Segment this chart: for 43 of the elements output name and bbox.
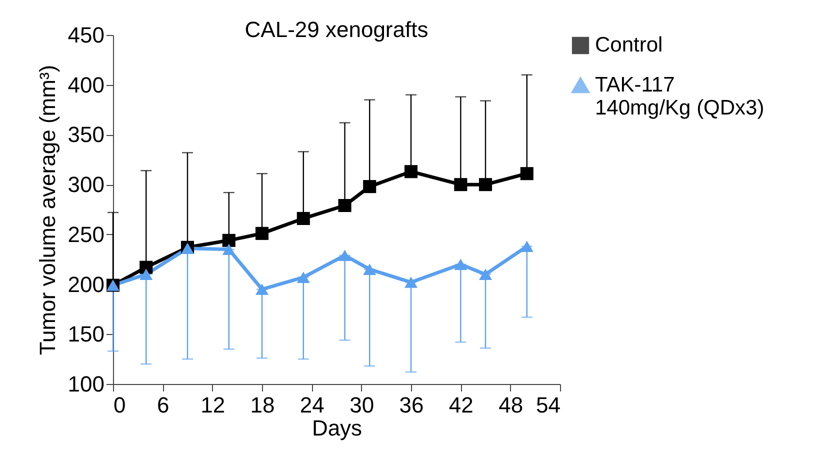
point: [478, 178, 492, 192]
point: [140, 268, 153, 280]
point: [363, 264, 376, 275]
y-axis-title: Tumor volume average (mm³): [34, 64, 60, 356]
point: [478, 268, 492, 280]
x-tick-label: 54: [536, 392, 560, 418]
point: [454, 178, 468, 192]
point: [222, 244, 236, 256]
chart-title: CAL-29 xenografts: [244, 17, 428, 42]
x-tick-label: 0: [114, 392, 126, 418]
point: [255, 226, 269, 240]
y-tick-label: 450: [68, 22, 104, 48]
y-tick-label: 100: [68, 372, 104, 396]
y-tick-label: 200: [68, 272, 104, 297]
point: [454, 258, 468, 270]
x-axis-title: Days: [312, 416, 362, 440]
point: [404, 276, 418, 288]
point: [140, 260, 153, 274]
x-tick-label: 24: [300, 392, 324, 418]
y-tick-label: 150: [68, 322, 104, 347]
x-tick-label: 18: [250, 392, 275, 418]
point: [338, 250, 352, 262]
point: [255, 284, 269, 295]
x-tick-label: 30: [350, 392, 374, 418]
point: [363, 180, 376, 194]
y-tick-label: 300: [68, 172, 104, 198]
point: [222, 234, 236, 247]
legend-label: TAK-117 140mg/Kg (QDx3): [595, 74, 764, 120]
x-tick-label: 12: [200, 392, 226, 418]
point: [338, 198, 352, 212]
point: [296, 272, 310, 283]
x-tick-label: 42: [448, 392, 474, 418]
y-tick-label: 250: [68, 222, 104, 247]
point: [296, 212, 310, 225]
y-tick-label: 350: [68, 122, 104, 148]
point: [520, 167, 534, 180]
y-tick-label: 400: [68, 72, 104, 98]
point: [404, 165, 418, 178]
legend-label: Control: [595, 34, 663, 56]
x-tick-label: 6: [157, 392, 170, 418]
x-tick-label: 48: [498, 392, 524, 418]
point: [520, 240, 534, 252]
x-tick-label: 36: [399, 392, 424, 418]
